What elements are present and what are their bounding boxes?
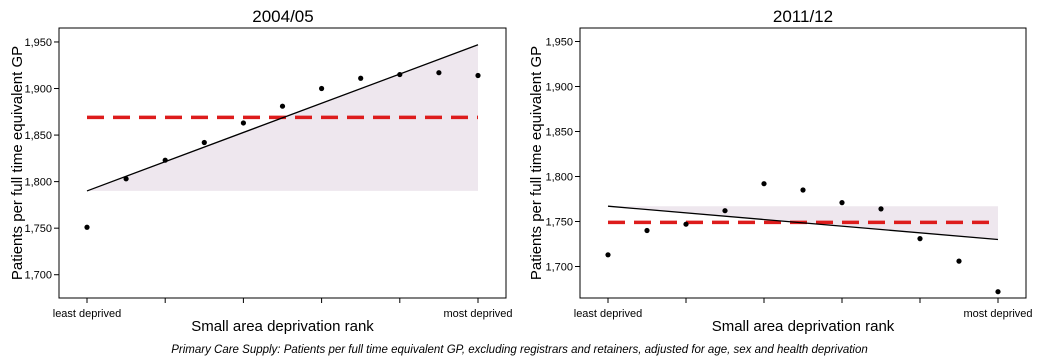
data-point	[956, 258, 962, 264]
data-point	[358, 75, 364, 81]
y-tick-label: 1,850	[24, 130, 52, 142]
data-point	[644, 227, 650, 234]
data-point	[397, 71, 403, 78]
data-point	[605, 252, 611, 258]
y-axis-label: Patients per full time equivalent GP	[528, 46, 545, 280]
y-tick-label: 1,700	[24, 270, 52, 282]
y-tick-label: 1,750	[545, 217, 573, 229]
data-point	[800, 187, 806, 193]
data-point	[84, 224, 90, 230]
chart-panel-1: 2004/05 1,700 1,750 1,800 1,850 1,900 1,950 lea…	[9, 7, 513, 335]
plot-frame	[579, 27, 1027, 299]
data-point	[683, 221, 689, 227]
x-tick-label-least-deprived: least deprived	[574, 308, 643, 320]
chart-title: 2011/12	[773, 7, 833, 26]
data-point	[839, 200, 845, 206]
y-tick-label: 1,950	[545, 37, 573, 49]
x-tick-label-least-deprived: least deprived	[53, 308, 122, 320]
plot-frame	[58, 27, 507, 299]
data-point	[201, 139, 207, 146]
y-tick-label: 1,950	[24, 37, 52, 49]
y-tick-label: 1,900	[24, 84, 52, 96]
data-point	[475, 72, 481, 79]
data-point	[917, 236, 923, 242]
data-point	[722, 208, 728, 214]
y-axis-label: Patients per full time equivalent GP	[9, 46, 26, 280]
data-point	[436, 70, 442, 76]
data-point	[878, 206, 884, 212]
data-point	[162, 157, 168, 163]
y-tick-label: 1,750	[24, 223, 52, 235]
data-point	[123, 176, 129, 182]
trend-line	[607, 205, 999, 241]
trend-line	[86, 44, 479, 192]
x-tick-label-most-deprived: most deprived	[443, 308, 512, 320]
x-axis-label: Small area deprivation rank	[712, 318, 895, 335]
data-point	[319, 85, 325, 92]
figure-caption: Primary Care Supply: Patients per full t…	[171, 344, 868, 356]
chart-panel-2: 2011/12 1,700 1,750 1,800 1,850 1,900 1,950 lea…	[528, 7, 1033, 335]
x-axis-label: Small area deprivation rank	[191, 318, 374, 335]
chart-title: 2004/05	[252, 7, 313, 26]
data-point	[240, 120, 246, 126]
y-tick-label: 1,850	[545, 127, 573, 139]
y-tick-label: 1,800	[545, 172, 573, 184]
y-tick-label: 1,900	[545, 82, 573, 94]
y-tick-label: 1,700	[545, 262, 573, 274]
x-tick-label-most-deprived: most deprived	[963, 308, 1032, 320]
data-point	[761, 181, 767, 187]
y-tick-label: 1,800	[24, 177, 52, 189]
data-point	[995, 289, 1001, 295]
data-point	[279, 103, 286, 109]
